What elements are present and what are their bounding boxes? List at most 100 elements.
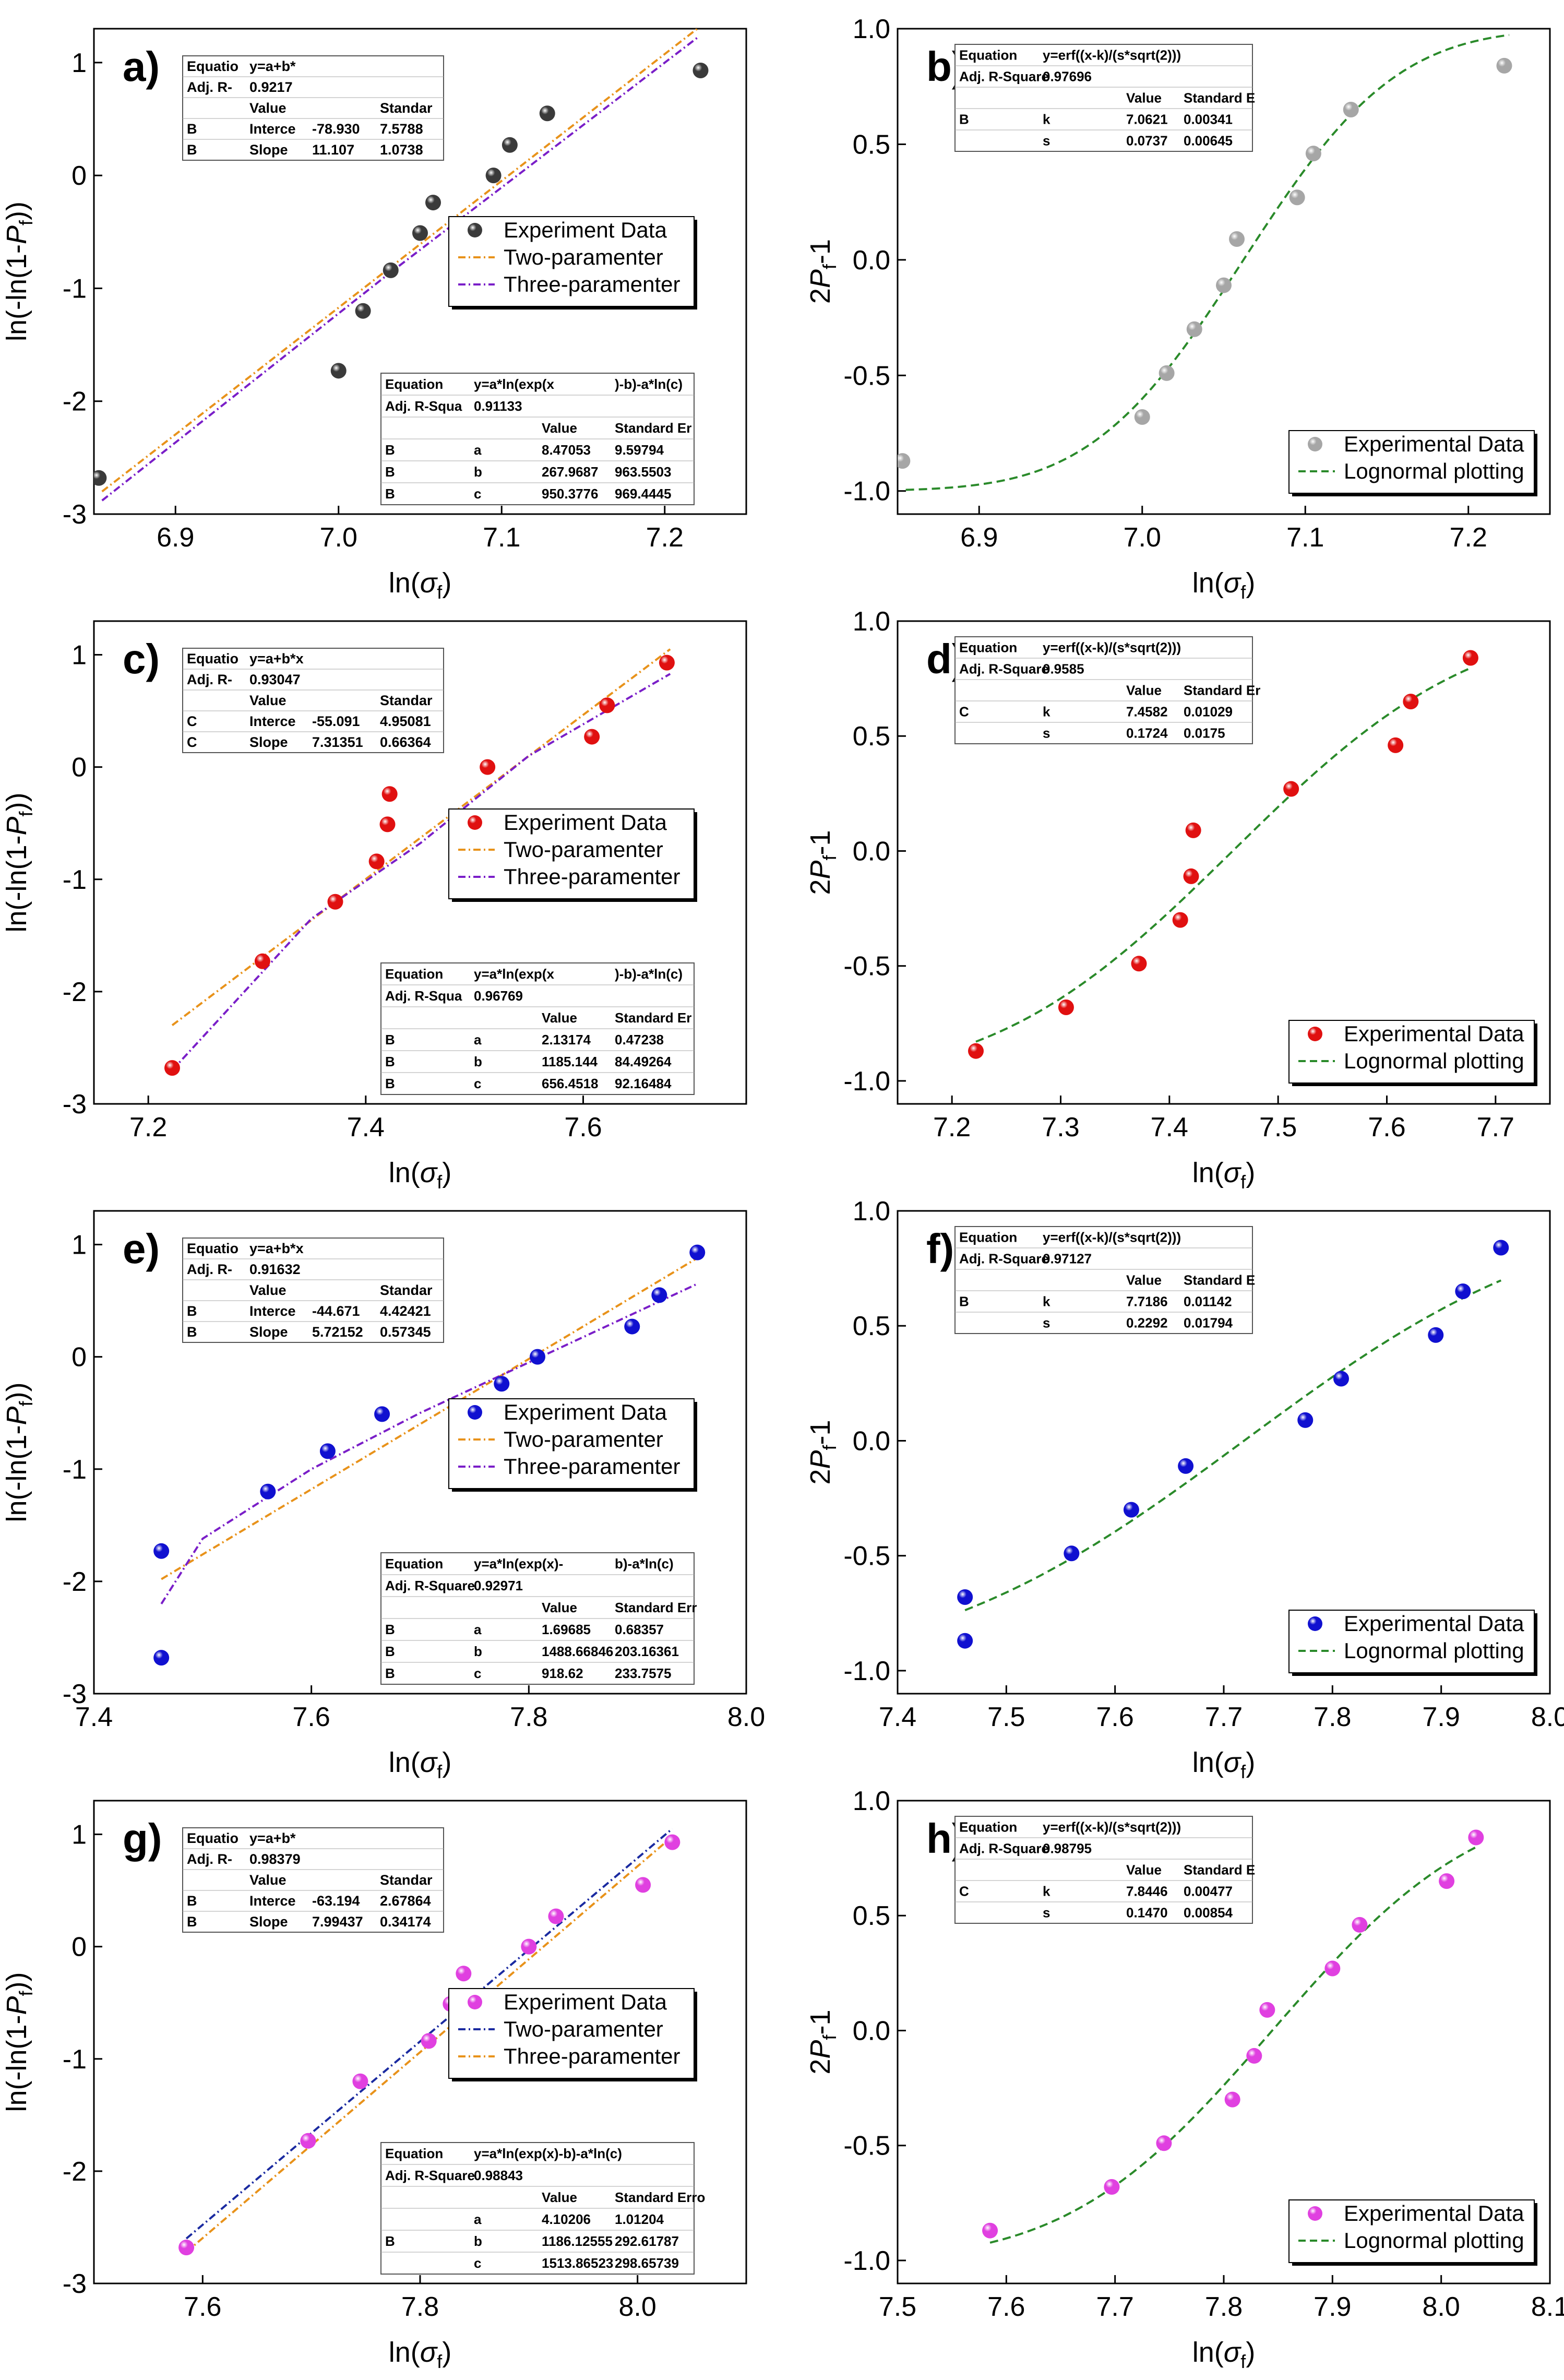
data-point xyxy=(1246,2048,1262,2064)
x-tick-label: 7.8 xyxy=(510,1702,547,1732)
y-axis-label-part: 2 xyxy=(805,2059,836,2075)
data-point xyxy=(1131,956,1147,972)
fit-table-cell: b xyxy=(474,464,482,480)
data-point xyxy=(1455,1283,1471,1300)
fit-table-cell: Value xyxy=(542,420,577,436)
legend-marker xyxy=(1308,437,1322,451)
fit-table-cell: k xyxy=(1043,112,1050,127)
fit-table-cell: b xyxy=(474,2233,482,2249)
legend-shadow xyxy=(694,1992,697,2081)
legend-label: Three-paramenter xyxy=(504,1454,680,1479)
fit-table-cell: Value xyxy=(542,1600,577,1615)
y-axis-label-sub: f xyxy=(15,220,37,225)
x-axis-label-sub: f xyxy=(437,581,443,603)
fit-table-cell: k xyxy=(1043,704,1050,720)
fit-table-cell: Standard E xyxy=(1184,1862,1255,1878)
y-axis-label: 2Pf-1 xyxy=(805,2009,840,2074)
y-tick-label: 1 xyxy=(71,1230,87,1260)
fit-table-cell: y=erf((x-k)/(s*sqrt(2))) xyxy=(1043,640,1181,656)
fit-table-cell: Value xyxy=(249,1872,286,1888)
fit-table-cell: Interce xyxy=(249,1893,296,1909)
y-axis-label-part: -1 xyxy=(805,239,836,264)
x-tick-label: 7.1 xyxy=(1286,522,1324,553)
fit-table-cell: -78.930 xyxy=(312,121,360,137)
x-axis-label-sigma: σ xyxy=(1224,567,1242,599)
data-point xyxy=(1183,868,1199,884)
fit-table-cell: b xyxy=(474,1644,482,1659)
x-axis-label: ln(σf) xyxy=(1192,1157,1256,1193)
data-point xyxy=(1172,912,1188,928)
fit-table-cell: Adj. R- xyxy=(187,1262,232,1277)
fit-table-frame xyxy=(182,55,444,161)
fit-table-cell: Value xyxy=(249,1282,286,1298)
fit-table-cell: a xyxy=(474,1622,482,1637)
fit-table-cell: B xyxy=(385,1076,395,1091)
fit-table-cell: Adj. R-Square xyxy=(959,1251,1049,1267)
x-tick-label: 8.1 xyxy=(1531,2292,1564,2322)
y-tick-label: -1.0 xyxy=(843,1066,890,1097)
data-point xyxy=(494,1376,510,1392)
fit-table-cell: Equatio xyxy=(187,1830,238,1846)
x-tick-label: 7.5 xyxy=(987,1702,1025,1732)
y-tick-label: -2 xyxy=(63,387,87,417)
lognormal-fit-curve xyxy=(964,1279,1502,1611)
fit-table-cell: 1.01204 xyxy=(615,2211,664,2227)
x-tick-label: 7.5 xyxy=(879,2292,916,2322)
fit-table-cell: B xyxy=(187,1303,197,1319)
x-axis-label-sub: f xyxy=(437,1171,443,1193)
fit-table-cell: Adj. R-Square xyxy=(959,1841,1049,1857)
y-tick-label: 0.0 xyxy=(853,836,890,866)
fit-table-cell: 8.47053 xyxy=(542,442,591,458)
panel-a: 6.9 7.0 7.1 7.2-3-2-101ln(σf)ln(-ln(1-Pf))a… xyxy=(1,28,747,603)
fit-table-cell: 0.00645 xyxy=(1184,133,1233,149)
y-tick-label: 0 xyxy=(71,161,87,191)
data-point xyxy=(1297,1412,1314,1428)
data-point xyxy=(539,105,555,122)
fit-table-cell: Standar xyxy=(380,1282,433,1298)
x-tick-label: 7.8 xyxy=(401,2292,439,2322)
fit-table-cell: 1.69685 xyxy=(542,1622,591,1637)
data-point xyxy=(368,853,385,870)
fit-table-cell: Standard E xyxy=(1184,90,1255,106)
y-axis-label-part: 2 xyxy=(805,288,836,304)
legend-label: Lognormal plotting xyxy=(1344,1638,1524,1663)
legend-shadow xyxy=(694,220,697,310)
legend-marker xyxy=(468,815,482,830)
y-tick-label: 0 xyxy=(71,1342,87,1373)
fit-table-cell: Equation xyxy=(385,1556,443,1572)
data-point xyxy=(1064,1545,1080,1562)
legend-shadow xyxy=(452,1489,697,1492)
fit-table-cell: 0.00477 xyxy=(1184,1884,1233,1899)
fit-table-cell: y=a+b* xyxy=(249,1830,296,1846)
data-point xyxy=(530,1349,545,1365)
fit-table-cell: 2.67864 xyxy=(380,1893,431,1909)
data-point xyxy=(1289,189,1305,206)
fit-table-cell: B xyxy=(187,121,197,137)
legend-label: Three-paramenter xyxy=(504,272,680,296)
x-tick-label: 7.4 xyxy=(75,1702,113,1732)
data-point xyxy=(1283,781,1299,797)
y-tick-label: -0.5 xyxy=(843,1541,890,1572)
x-axis-label-part: ) xyxy=(1246,2337,1255,2368)
fit-table-cell: -63.194 xyxy=(312,1893,360,1909)
fit-line-1 xyxy=(161,1257,698,1580)
panel-label: f) xyxy=(926,1225,954,1272)
fit-table-cell: Value xyxy=(1126,90,1162,106)
fit-table-cell: c xyxy=(474,486,481,502)
fit-table-cell: 7.7186 xyxy=(1126,1294,1168,1310)
fit-table-cell: 0.9217 xyxy=(249,79,293,95)
data-point xyxy=(94,470,107,486)
data-point xyxy=(412,225,428,241)
legend-shadow xyxy=(1534,1024,1537,1086)
data-point xyxy=(379,816,396,832)
y-tick-label: 1.0 xyxy=(853,606,890,637)
fit-table-cell: 7.0621 xyxy=(1126,112,1168,127)
x-axis-label-sigma: σ xyxy=(1224,2337,1242,2368)
fit-table-cell: 4.95081 xyxy=(380,713,431,729)
legend-frame xyxy=(448,1398,695,1489)
fit-table-cell: Adj. R- xyxy=(187,1851,232,1867)
panel-e: 7.4 7.6 7.8 8.0-3-2-101ln(σf)ln(-ln(1-Pf))e… xyxy=(1,1210,765,1782)
fit-table-cell: B xyxy=(385,1622,395,1637)
x-tick-label: 7.2 xyxy=(129,1112,167,1143)
